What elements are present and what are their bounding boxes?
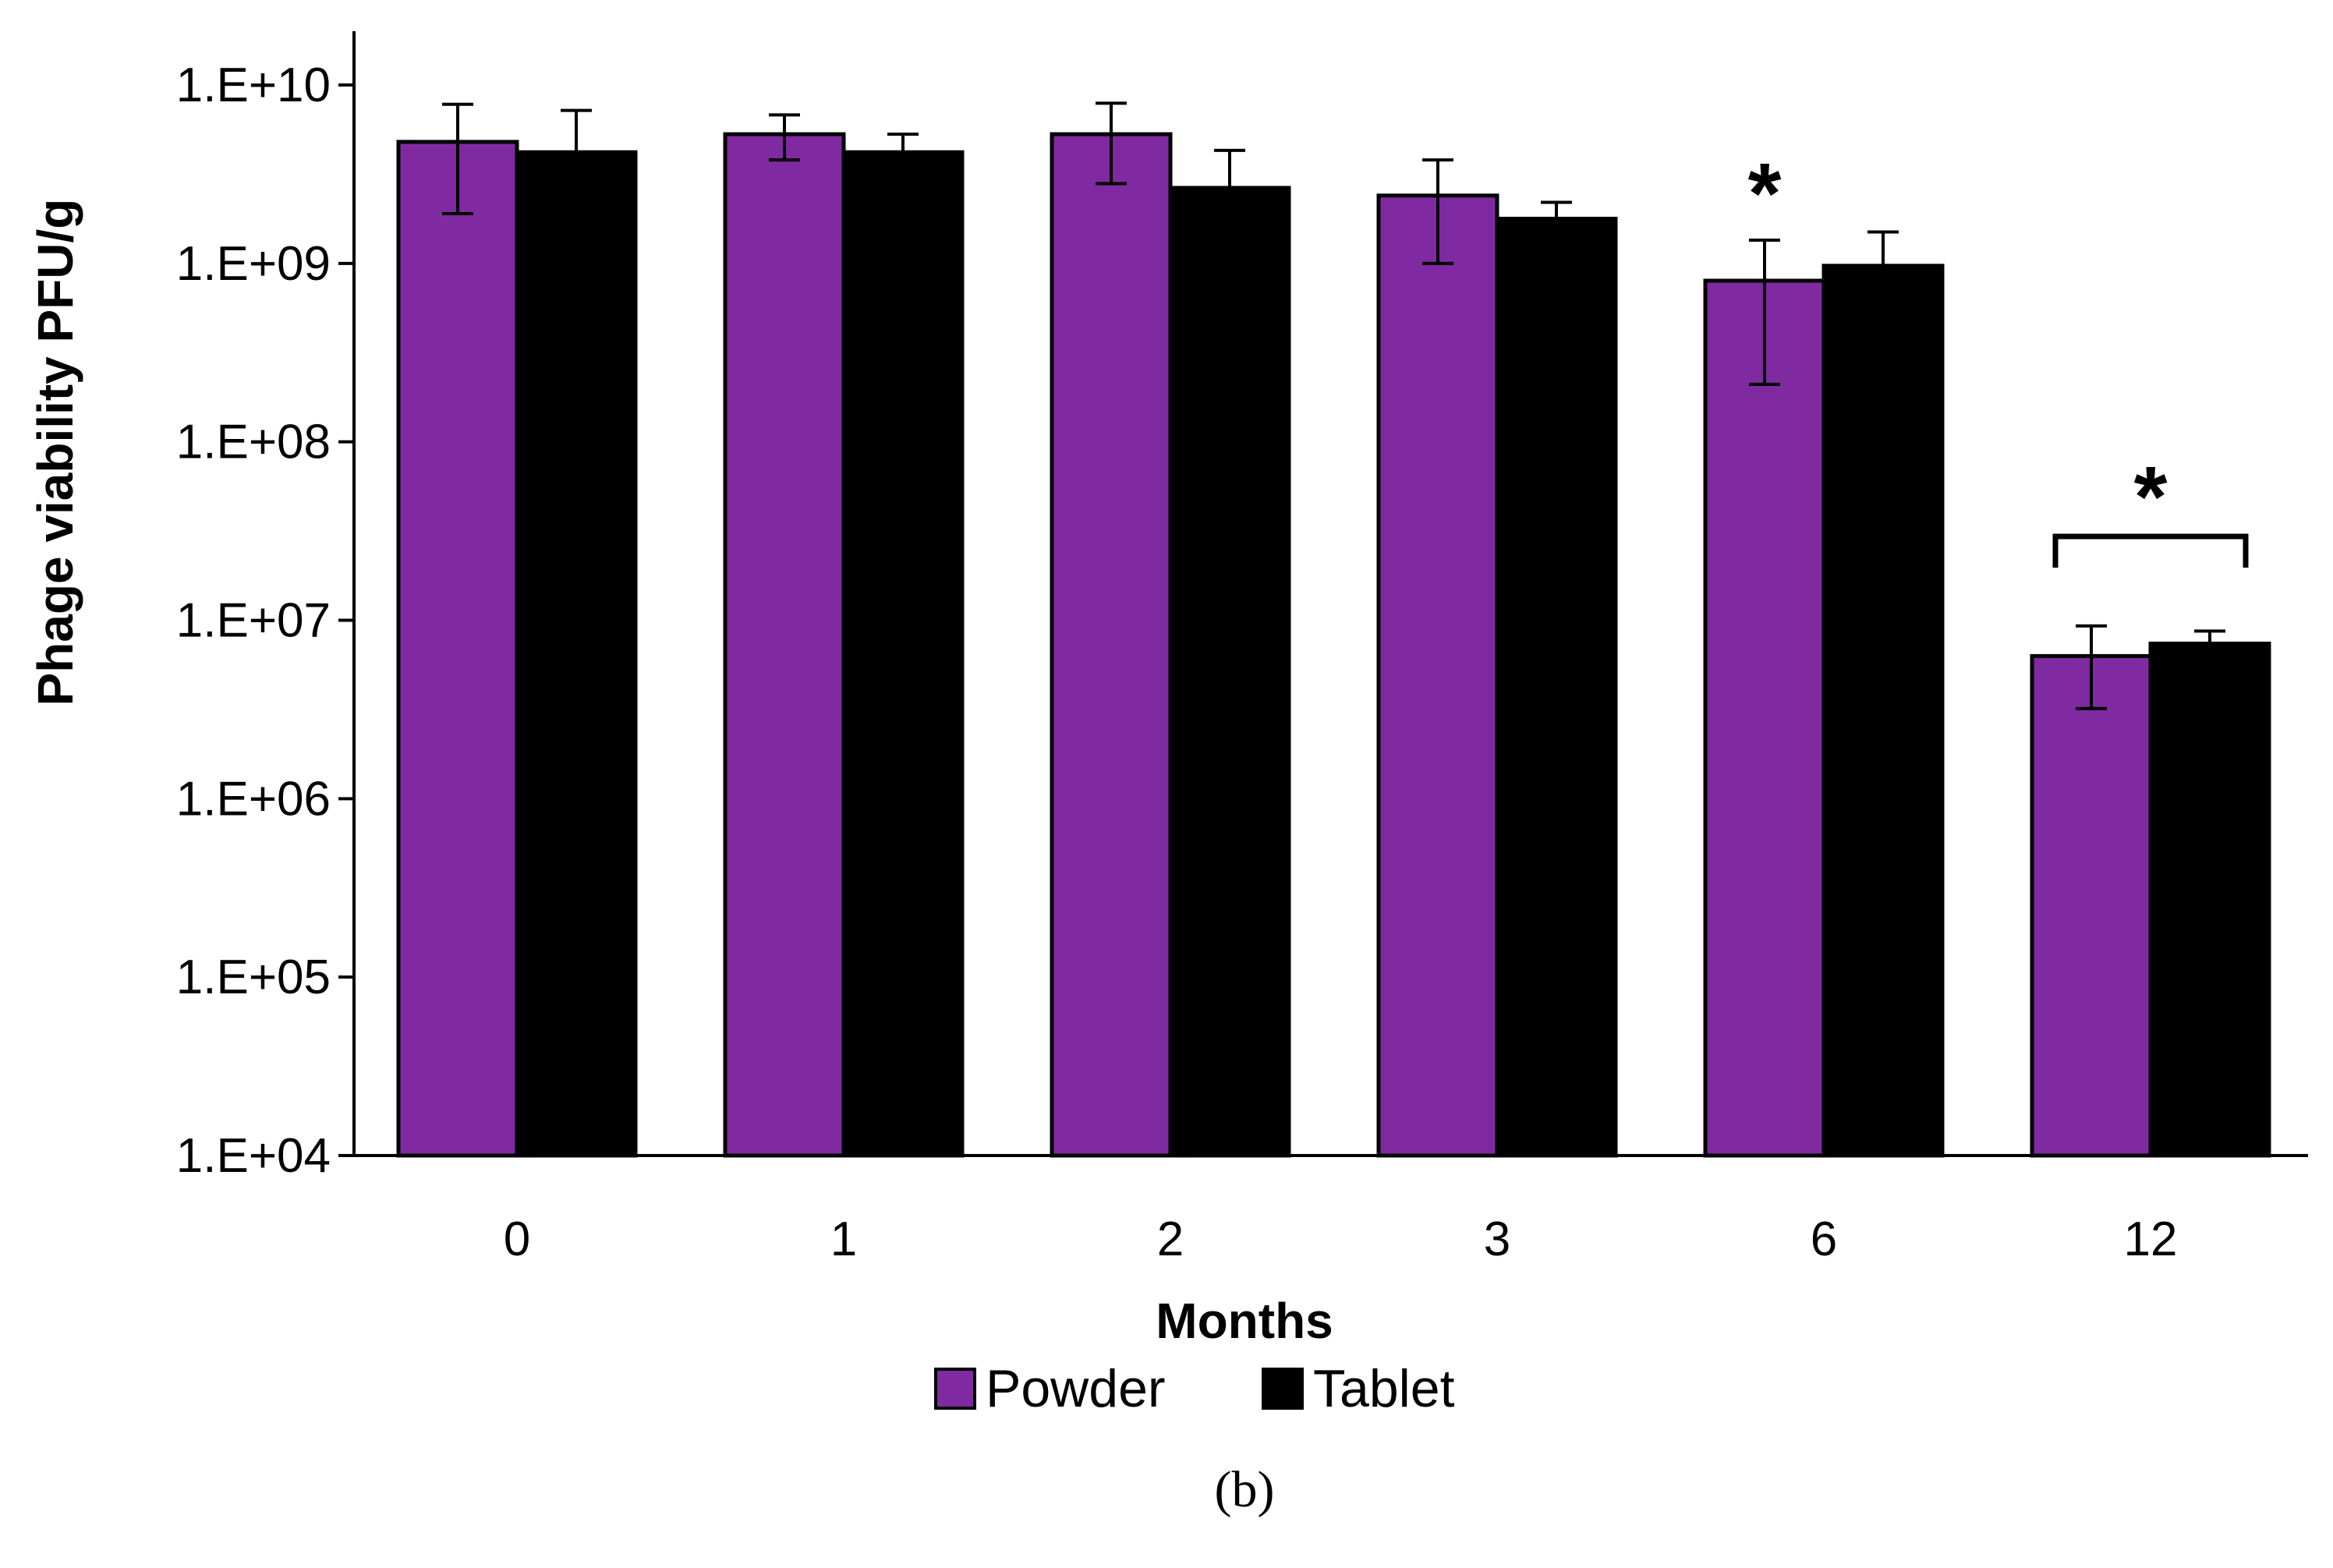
y-tick-label: 1.E+05 [176,950,331,1004]
significance-bracket [2052,533,2249,568]
legend-label: Powder [986,1359,1166,1418]
bar [723,132,846,1158]
y-tick-label: 1.E+06 [176,772,331,826]
x-tick-label: 12 [2124,1212,2178,1266]
bar [1050,132,1173,1158]
y-tick-label: 1.E+08 [176,416,331,469]
x-tick-label: 2 [1157,1212,1184,1266]
legend-swatch [934,1368,976,1410]
plot-area: 1.E+04 1.E+05 1.E+06 1.E+07 1.E+08 1.E+09 1.E+… [176,31,2308,1266]
bar [841,150,965,1158]
bar [1168,186,1291,1158]
y-tick-label: 1.E+04 [176,1129,331,1183]
significance-star: * [2134,449,2168,545]
x-axis-title: Months [1156,1293,1333,1349]
x-tick-label: 1 [830,1212,857,1266]
bar [1821,264,1945,1158]
x-tick-label: 6 [1811,1212,1837,1266]
y-tick-label: 1.E+09 [176,237,331,291]
panel-label: (b) [1215,1461,1275,1518]
legend: Powder Tablet [934,1359,1455,1418]
x-tick-label: 0 [504,1212,530,1266]
y-tick-label: 1.E+10 [176,58,331,112]
bar [396,140,519,1158]
bar [1376,193,1499,1158]
bar [1495,217,1618,1158]
significance-star: * [1748,146,1782,242]
bar [515,150,638,1158]
legend-label: Tablet [1313,1359,1455,1418]
bar [2030,653,2153,1158]
bar [2148,641,2271,1158]
bar [1703,278,1826,1158]
x-tick-label: 3 [1484,1212,1510,1266]
legend-swatch [1262,1368,1304,1410]
y-axis-title: Phage viability PFU/g [27,199,83,706]
y-tick-label: 1.E+07 [176,594,331,648]
